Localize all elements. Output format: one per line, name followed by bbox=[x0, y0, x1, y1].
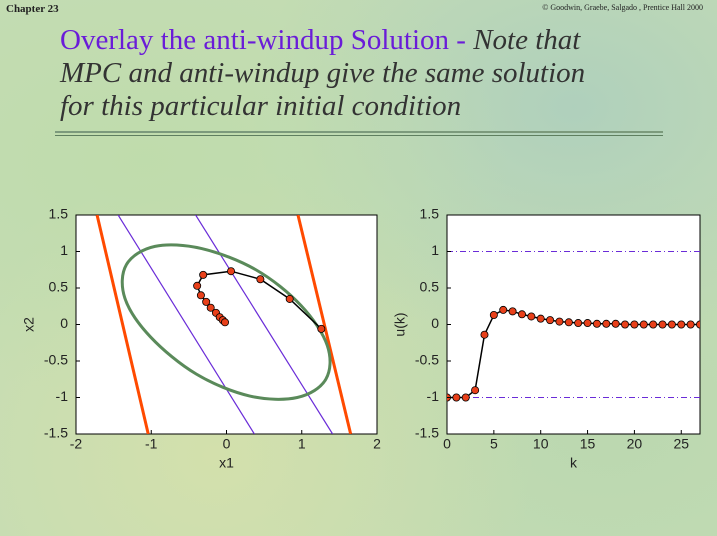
plot-layer bbox=[447, 251, 700, 402]
marker bbox=[555, 317, 564, 326]
marker bbox=[696, 320, 700, 329]
marker bbox=[677, 320, 686, 329]
marker bbox=[611, 319, 620, 328]
y-tick-label: 0.5 bbox=[420, 279, 440, 295]
y-tick-label: 1 bbox=[431, 242, 439, 258]
chapter: Chapter 23 bbox=[6, 3, 59, 15]
y-tick-label: -1 bbox=[427, 388, 440, 404]
marker bbox=[206, 303, 215, 312]
series-line bbox=[95, 215, 150, 434]
marker bbox=[592, 319, 601, 328]
marker bbox=[199, 270, 208, 279]
marker bbox=[602, 319, 611, 328]
y-tick-label: 1.5 bbox=[49, 206, 69, 222]
marker bbox=[452, 393, 461, 402]
y-tick-label: -1 bbox=[56, 388, 69, 404]
marker bbox=[546, 316, 555, 325]
y-axis-label: u(k) bbox=[392, 312, 408, 336]
y-tick-label: 1 bbox=[60, 242, 68, 258]
x-tick-label: 10 bbox=[533, 436, 549, 452]
marker bbox=[621, 320, 630, 329]
marker bbox=[658, 320, 667, 329]
x-tick-label: 1 bbox=[298, 436, 306, 452]
constraint-ellipse bbox=[120, 243, 332, 401]
marker bbox=[256, 275, 265, 284]
x-tick-label: -2 bbox=[70, 436, 83, 452]
title-rule bbox=[55, 131, 663, 136]
series-line bbox=[296, 215, 353, 434]
marker bbox=[649, 320, 658, 329]
series-line bbox=[195, 215, 334, 434]
slide-title: Overlay the anti-windup Solution - Note … bbox=[60, 24, 585, 123]
title-line: Overlay the anti-windup Solution - Note … bbox=[60, 24, 585, 57]
x-tick-label: 25 bbox=[673, 436, 689, 452]
marker bbox=[686, 320, 695, 329]
copyright: © Goodwin, Graebe, Salgado , Prentice Ha… bbox=[542, 3, 703, 12]
x-axis-label: k bbox=[570, 455, 578, 471]
title-main: Overlay the anti-windup Solution - bbox=[60, 24, 466, 56]
x-axis-label: x1 bbox=[219, 455, 234, 471]
marker bbox=[317, 324, 326, 333]
marker bbox=[630, 320, 639, 329]
y-axis-label: x2 bbox=[21, 317, 37, 332]
x-tick-label: 15 bbox=[580, 436, 596, 452]
title-note: Note that bbox=[473, 24, 581, 56]
y-tick-label: 0 bbox=[431, 315, 439, 331]
y-tick-label: 0 bbox=[60, 315, 68, 331]
y-tick-label: -1.5 bbox=[415, 425, 439, 441]
y-tick-label: -0.5 bbox=[415, 352, 439, 368]
title-note: for this particular initial condition bbox=[60, 90, 462, 122]
marker bbox=[489, 311, 498, 320]
x-tick-label: 0 bbox=[223, 436, 231, 452]
series-line bbox=[447, 309, 700, 399]
marker bbox=[480, 330, 489, 339]
marker bbox=[574, 319, 583, 328]
marker bbox=[564, 318, 573, 327]
title-note: MPC and anti-windup give the same soluti… bbox=[60, 57, 586, 89]
marker bbox=[583, 319, 592, 328]
y-tick-label: -0.5 bbox=[44, 352, 68, 368]
y-tick-label: 0.5 bbox=[49, 279, 69, 295]
x-tick-label: 0 bbox=[443, 436, 451, 452]
x-tick-label: 2 bbox=[373, 436, 381, 452]
x-tick-label: -1 bbox=[145, 436, 158, 452]
x-tick-label: 5 bbox=[490, 436, 498, 452]
y-tick-label: 1.5 bbox=[420, 206, 440, 222]
marker bbox=[461, 393, 470, 402]
marker bbox=[508, 307, 517, 316]
y-tick-label: -1.5 bbox=[44, 425, 68, 441]
marker bbox=[499, 305, 508, 314]
marker bbox=[517, 310, 526, 319]
marker bbox=[527, 312, 536, 321]
x-tick-label: 20 bbox=[627, 436, 643, 452]
marker bbox=[220, 318, 229, 327]
marker bbox=[285, 294, 294, 303]
marker bbox=[471, 386, 480, 395]
marker bbox=[193, 281, 202, 290]
marker bbox=[202, 297, 211, 306]
marker bbox=[667, 320, 676, 329]
marker bbox=[536, 314, 545, 323]
marker bbox=[227, 267, 236, 276]
marker bbox=[196, 291, 205, 300]
marker bbox=[639, 320, 648, 329]
plot-layer bbox=[95, 215, 353, 434]
